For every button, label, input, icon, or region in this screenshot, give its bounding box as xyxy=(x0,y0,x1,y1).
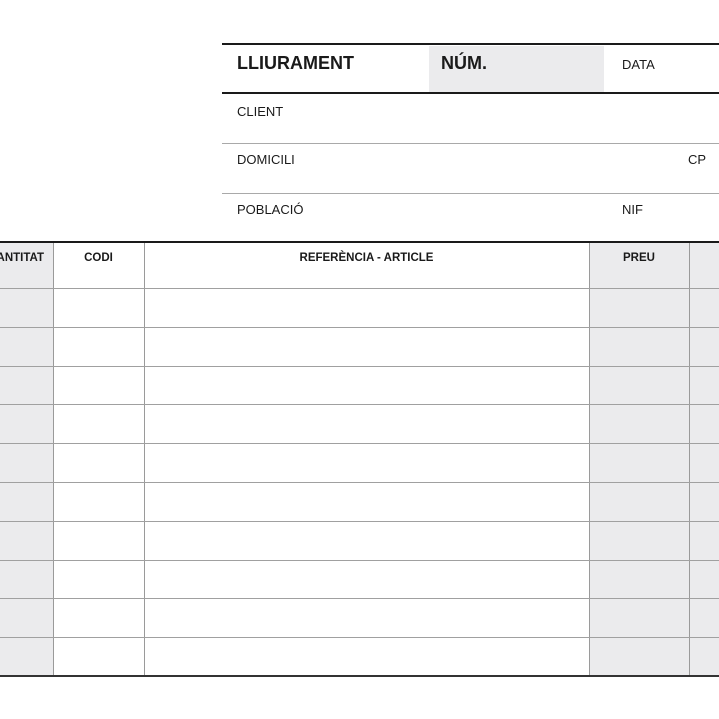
column-header-reference: REFERÈNCIA - ARTICLE xyxy=(299,252,434,264)
column-divider xyxy=(144,243,145,676)
address-label: DOMICILI xyxy=(237,152,295,167)
column-divider xyxy=(689,243,690,676)
table-row[interactable] xyxy=(0,482,719,483)
postal-code-label: CP xyxy=(688,152,707,167)
column-header-price: PREU xyxy=(623,252,655,264)
date-label: DATA xyxy=(622,57,655,72)
city-label: POBLACIÓ xyxy=(237,202,304,217)
number-field[interactable] xyxy=(429,46,604,93)
table-row[interactable] xyxy=(0,288,719,289)
number-label: NÚM. xyxy=(441,53,487,73)
table-row[interactable] xyxy=(0,520,719,522)
top-rule xyxy=(222,43,719,45)
header-rule xyxy=(222,92,719,94)
table-top-rule xyxy=(0,241,719,243)
column-header-quantity: ANTITAT xyxy=(0,252,44,264)
table-row[interactable] xyxy=(0,443,719,445)
column-divider xyxy=(53,243,54,676)
quantity-column xyxy=(0,243,53,676)
column-divider xyxy=(589,243,590,676)
table-row[interactable] xyxy=(0,598,719,600)
table-row[interactable] xyxy=(0,404,719,406)
table-row[interactable] xyxy=(0,637,719,639)
table-row[interactable] xyxy=(0,559,719,561)
form-title: LLIURAMENT xyxy=(237,53,354,73)
client-rule xyxy=(222,143,719,144)
price-column xyxy=(589,243,719,676)
table-bottom-rule xyxy=(0,675,719,677)
table-row[interactable] xyxy=(0,365,719,367)
client-label: CLIENT xyxy=(237,104,284,119)
column-header-code: CODI xyxy=(84,252,113,264)
tax-id-label: NIF xyxy=(622,202,643,217)
address-rule xyxy=(222,193,719,194)
table-row[interactable] xyxy=(0,326,719,328)
